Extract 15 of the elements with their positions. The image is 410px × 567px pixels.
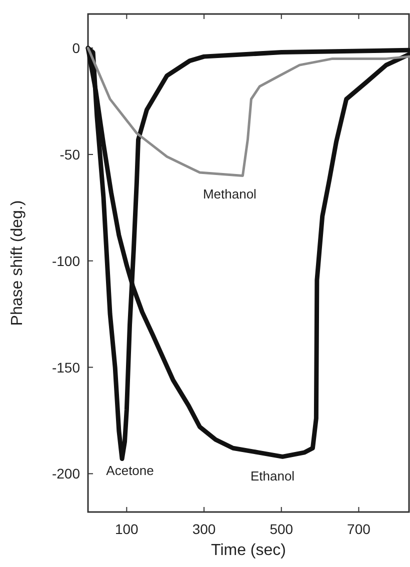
series-label: Ethanol [250, 468, 295, 484]
x-axis-title: Time (sec) [211, 542, 286, 559]
x-tick-label: 100 [114, 521, 139, 537]
y-tick-label: -100 [52, 252, 80, 269]
y-tick-label: -200 [52, 466, 80, 482]
y-tick-label: -50 [60, 146, 80, 162]
x-tick-label: 500 [270, 521, 294, 537]
line-series [86, 46, 410, 177]
y-tick-label: 0 [72, 40, 80, 56]
series-label: Methanol [202, 186, 257, 202]
y-tick-label: -150 [52, 359, 80, 376]
series-label: Acetone [106, 462, 154, 478]
y-axis-title: Phase shift (deg.) [9, 200, 26, 326]
x-tick-label: 700 [347, 521, 371, 537]
x-tick-label: 300 [192, 521, 216, 537]
